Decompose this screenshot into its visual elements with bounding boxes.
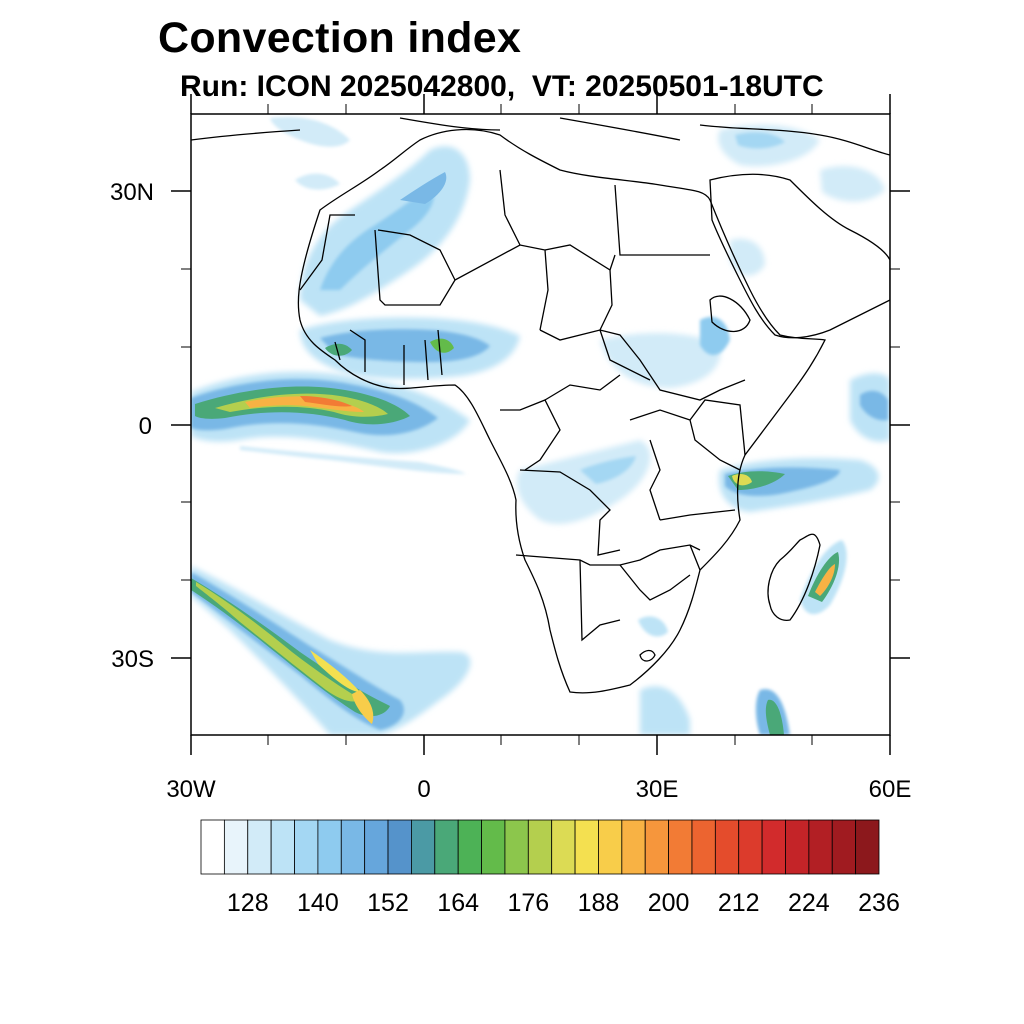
colorbar-swatch [831, 819, 857, 875]
lat-tick-label: 30S [111, 646, 154, 673]
colorbar-swatch [457, 819, 482, 875]
colorbar-swatch [247, 819, 272, 875]
colorbar-swatch [340, 819, 366, 875]
colorbar-label: 164 [437, 889, 479, 917]
colorbar-swatch [411, 819, 436, 875]
colorbar-label: 224 [788, 889, 830, 917]
colorbar-label: 140 [297, 889, 339, 917]
colorbar-swatch [551, 819, 576, 875]
colorbar-swatch [761, 819, 786, 875]
colorbar-label: 128 [227, 889, 269, 917]
coastlines [191, 117, 890, 694]
map-title: Convection index [158, 14, 522, 62]
colorbar-swatch [294, 819, 319, 875]
lat-tick-label: 30N [110, 179, 154, 206]
colorbar-swatch [200, 819, 225, 875]
colorbar-swatch [621, 819, 646, 875]
colorbar-label: 236 [858, 889, 900, 917]
colorbar-swatch [644, 819, 669, 875]
indian-ocean-convection [850, 373, 890, 442]
south-atlantic-band [191, 566, 471, 735]
colorbar-swatch [364, 819, 389, 875]
lon-tick-label: 0 [417, 776, 430, 803]
colorbar-swatch [691, 819, 716, 875]
arabia-convection [718, 124, 885, 276]
axis-minor-ticks [181, 104, 900, 745]
south-east-convection [638, 616, 790, 735]
colorbar-label: 188 [578, 889, 620, 917]
lon-tick-label: 30E [636, 776, 679, 803]
colorbar-label: 212 [718, 889, 760, 917]
itcz-band [191, 371, 470, 474]
colorbar-swatch [855, 819, 880, 875]
axis-ticks [171, 94, 910, 755]
colorbar-label: 152 [367, 889, 409, 917]
colorbar-swatch [714, 819, 740, 875]
convection-field [191, 116, 890, 735]
colorbar-swatch [434, 819, 459, 875]
colorbar [200, 819, 880, 875]
east-africa-convection [719, 458, 879, 512]
map-subtitle: Run: ICON 2025042800, VT: 20250501-18UTC [180, 70, 824, 103]
colorbar-label: 176 [507, 889, 549, 917]
colorbar-labels: 128 140 152 164 176 188 200 212 224 236 [227, 889, 900, 917]
colorbar-label: 200 [648, 889, 690, 917]
colorbar-swatch [668, 819, 693, 875]
colorbar-swatch [808, 819, 833, 875]
colorbar-swatch [574, 819, 599, 875]
colorbar-swatch [738, 819, 763, 875]
colorbar-swatch [598, 819, 623, 875]
madagascar-convection [800, 540, 847, 615]
colorbar-swatch [481, 819, 506, 875]
colorbar-swatch [504, 819, 529, 875]
lon-tick-label: 60E [869, 776, 912, 803]
colorbar-swatch [785, 819, 810, 875]
lon-tick-label: 30W [166, 776, 216, 803]
colorbar-swatch [317, 819, 342, 875]
colorbar-swatch [270, 819, 295, 875]
colorbar-swatch [527, 819, 553, 875]
colorbar-swatch [387, 819, 412, 875]
colorbar-swatch [223, 819, 249, 875]
lat-tick-label: 0 [139, 413, 152, 440]
